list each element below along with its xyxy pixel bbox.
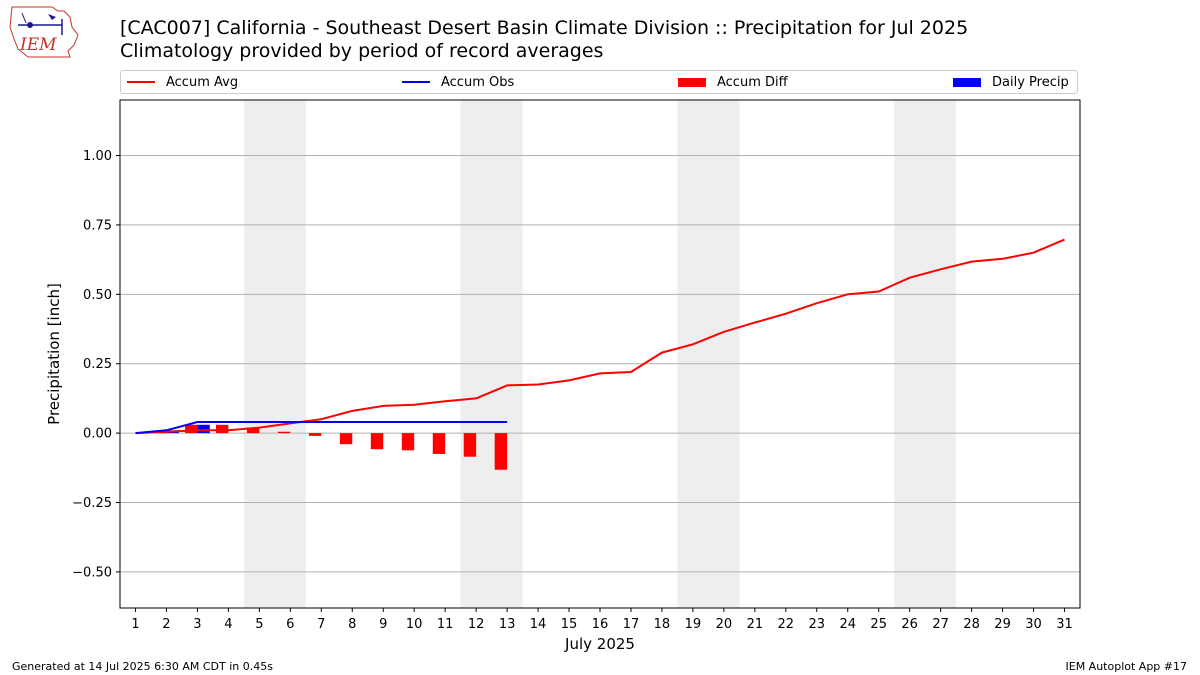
y-tick-label: −0.25 [72, 496, 112, 511]
legend: Accum Avg Accum Obs Accum Diff Daily Pre… [120, 70, 1078, 94]
x-tick-label: 14 [530, 617, 547, 632]
footer-generated-text: Generated at 14 Jul 2025 6:30 AM CDT in … [12, 660, 273, 673]
x-tick-label: 8 [348, 617, 356, 632]
legend-swatch-daily-precip [953, 77, 981, 87]
x-tick-label: 12 [468, 617, 485, 632]
y-tick-label: 0.25 [83, 357, 112, 372]
legend-swatch-accum-avg [127, 81, 155, 83]
x-tick-label: 28 [963, 617, 980, 632]
x-tick-label: 10 [406, 617, 423, 632]
x-tick-label: 24 [839, 617, 856, 632]
bar-accum-diff-11 [432, 433, 446, 454]
bar-accum-diff-5 [246, 427, 260, 434]
bar-accum-diff-9 [370, 433, 384, 450]
x-tick-label: 22 [778, 617, 795, 632]
y-tick-label: 1.00 [83, 149, 112, 164]
x-tick-label: 31 [1056, 617, 1073, 632]
y-tick-label: 0.00 [83, 427, 112, 442]
weekend-band-2 [677, 100, 740, 608]
x-tick-label: 6 [286, 617, 294, 632]
weekend-band-3 [894, 100, 957, 608]
bar-accum-diff-3 [185, 424, 198, 434]
bar-daily-precip-3 [197, 424, 210, 434]
y-tick-label: −0.50 [72, 565, 112, 580]
footer-app-label: IEM Autoplot App #17 [1065, 660, 1188, 673]
legend-swatch-accum-diff [678, 77, 706, 87]
chart-subtitle: Climatology provided by period of record… [120, 40, 604, 62]
legend-label-daily-precip: Daily Precip [992, 74, 1069, 90]
x-tick-label: 2 [162, 617, 170, 632]
weekend-band-0 [243, 100, 306, 608]
x-tick-label: 4 [224, 617, 232, 632]
plot-frame [119, 99, 1081, 609]
x-tick-label: 5 [255, 617, 263, 632]
x-tick-label: 17 [623, 617, 640, 632]
x-tick-label: 1 [131, 617, 139, 632]
legend-item-accum-obs: Accum Obs [402, 71, 514, 93]
bar-accum-diff-13 [494, 433, 508, 470]
legend-item-accum-avg: Accum Avg [127, 71, 238, 93]
x-tick-label: 26 [901, 617, 918, 632]
x-tick-label: 29 [994, 617, 1011, 632]
x-tick-label: 20 [716, 617, 733, 632]
x-tick-label: 21 [747, 617, 764, 632]
x-tick-label: 23 [809, 617, 826, 632]
x-tick-label: 27 [932, 617, 949, 632]
legend-label-accum-avg: Accum Avg [166, 74, 239, 90]
chart-title: [CAC007] California - Southeast Desert B… [120, 17, 969, 39]
x-tick-label: 3 [193, 617, 201, 632]
legend-swatch-accum-obs [402, 81, 430, 83]
series-line-accum-obs [135, 421, 508, 435]
x-tick-label: 11 [437, 617, 454, 632]
weekend-band-1 [460, 100, 523, 608]
bar-accum-diff-4 [216, 424, 229, 434]
bar-accum-diff-10 [401, 433, 415, 451]
legend-item-daily-precip: Daily Precip [953, 71, 1069, 93]
legend-label-accum-obs: Accum Obs [441, 74, 515, 90]
legend-item-accum-diff: Accum Diff [678, 71, 788, 93]
x-tick-label: 16 [592, 617, 609, 632]
bar-accum-diff-7 [308, 433, 322, 436]
bar-accum-diff-12 [463, 433, 477, 457]
series-line-accum-avg [135, 238, 1065, 435]
x-tick-label: 25 [870, 617, 887, 632]
iem-logo: IEM [9, 6, 79, 58]
x-tick-label: 30 [1025, 617, 1042, 632]
x-tick-label: 19 [685, 617, 702, 632]
legend-label-accum-diff: Accum Diff [717, 74, 788, 90]
y-axis-label: Precipitation [inch] [45, 283, 63, 425]
x-axis-label: July 2025 [564, 635, 635, 653]
x-tick-label: 9 [379, 617, 387, 632]
x-tick-label: 13 [499, 617, 516, 632]
x-tick-label: 7 [317, 617, 325, 632]
logo-text: IEM [19, 35, 57, 55]
y-tick-label: 0.75 [83, 218, 112, 233]
y-tick-label: 0.50 [83, 288, 112, 303]
x-tick-label: 15 [561, 617, 578, 632]
bar-accum-diff-8 [339, 433, 353, 445]
x-tick-label: 18 [654, 617, 671, 632]
bar-accum-diff-6 [277, 431, 291, 434]
